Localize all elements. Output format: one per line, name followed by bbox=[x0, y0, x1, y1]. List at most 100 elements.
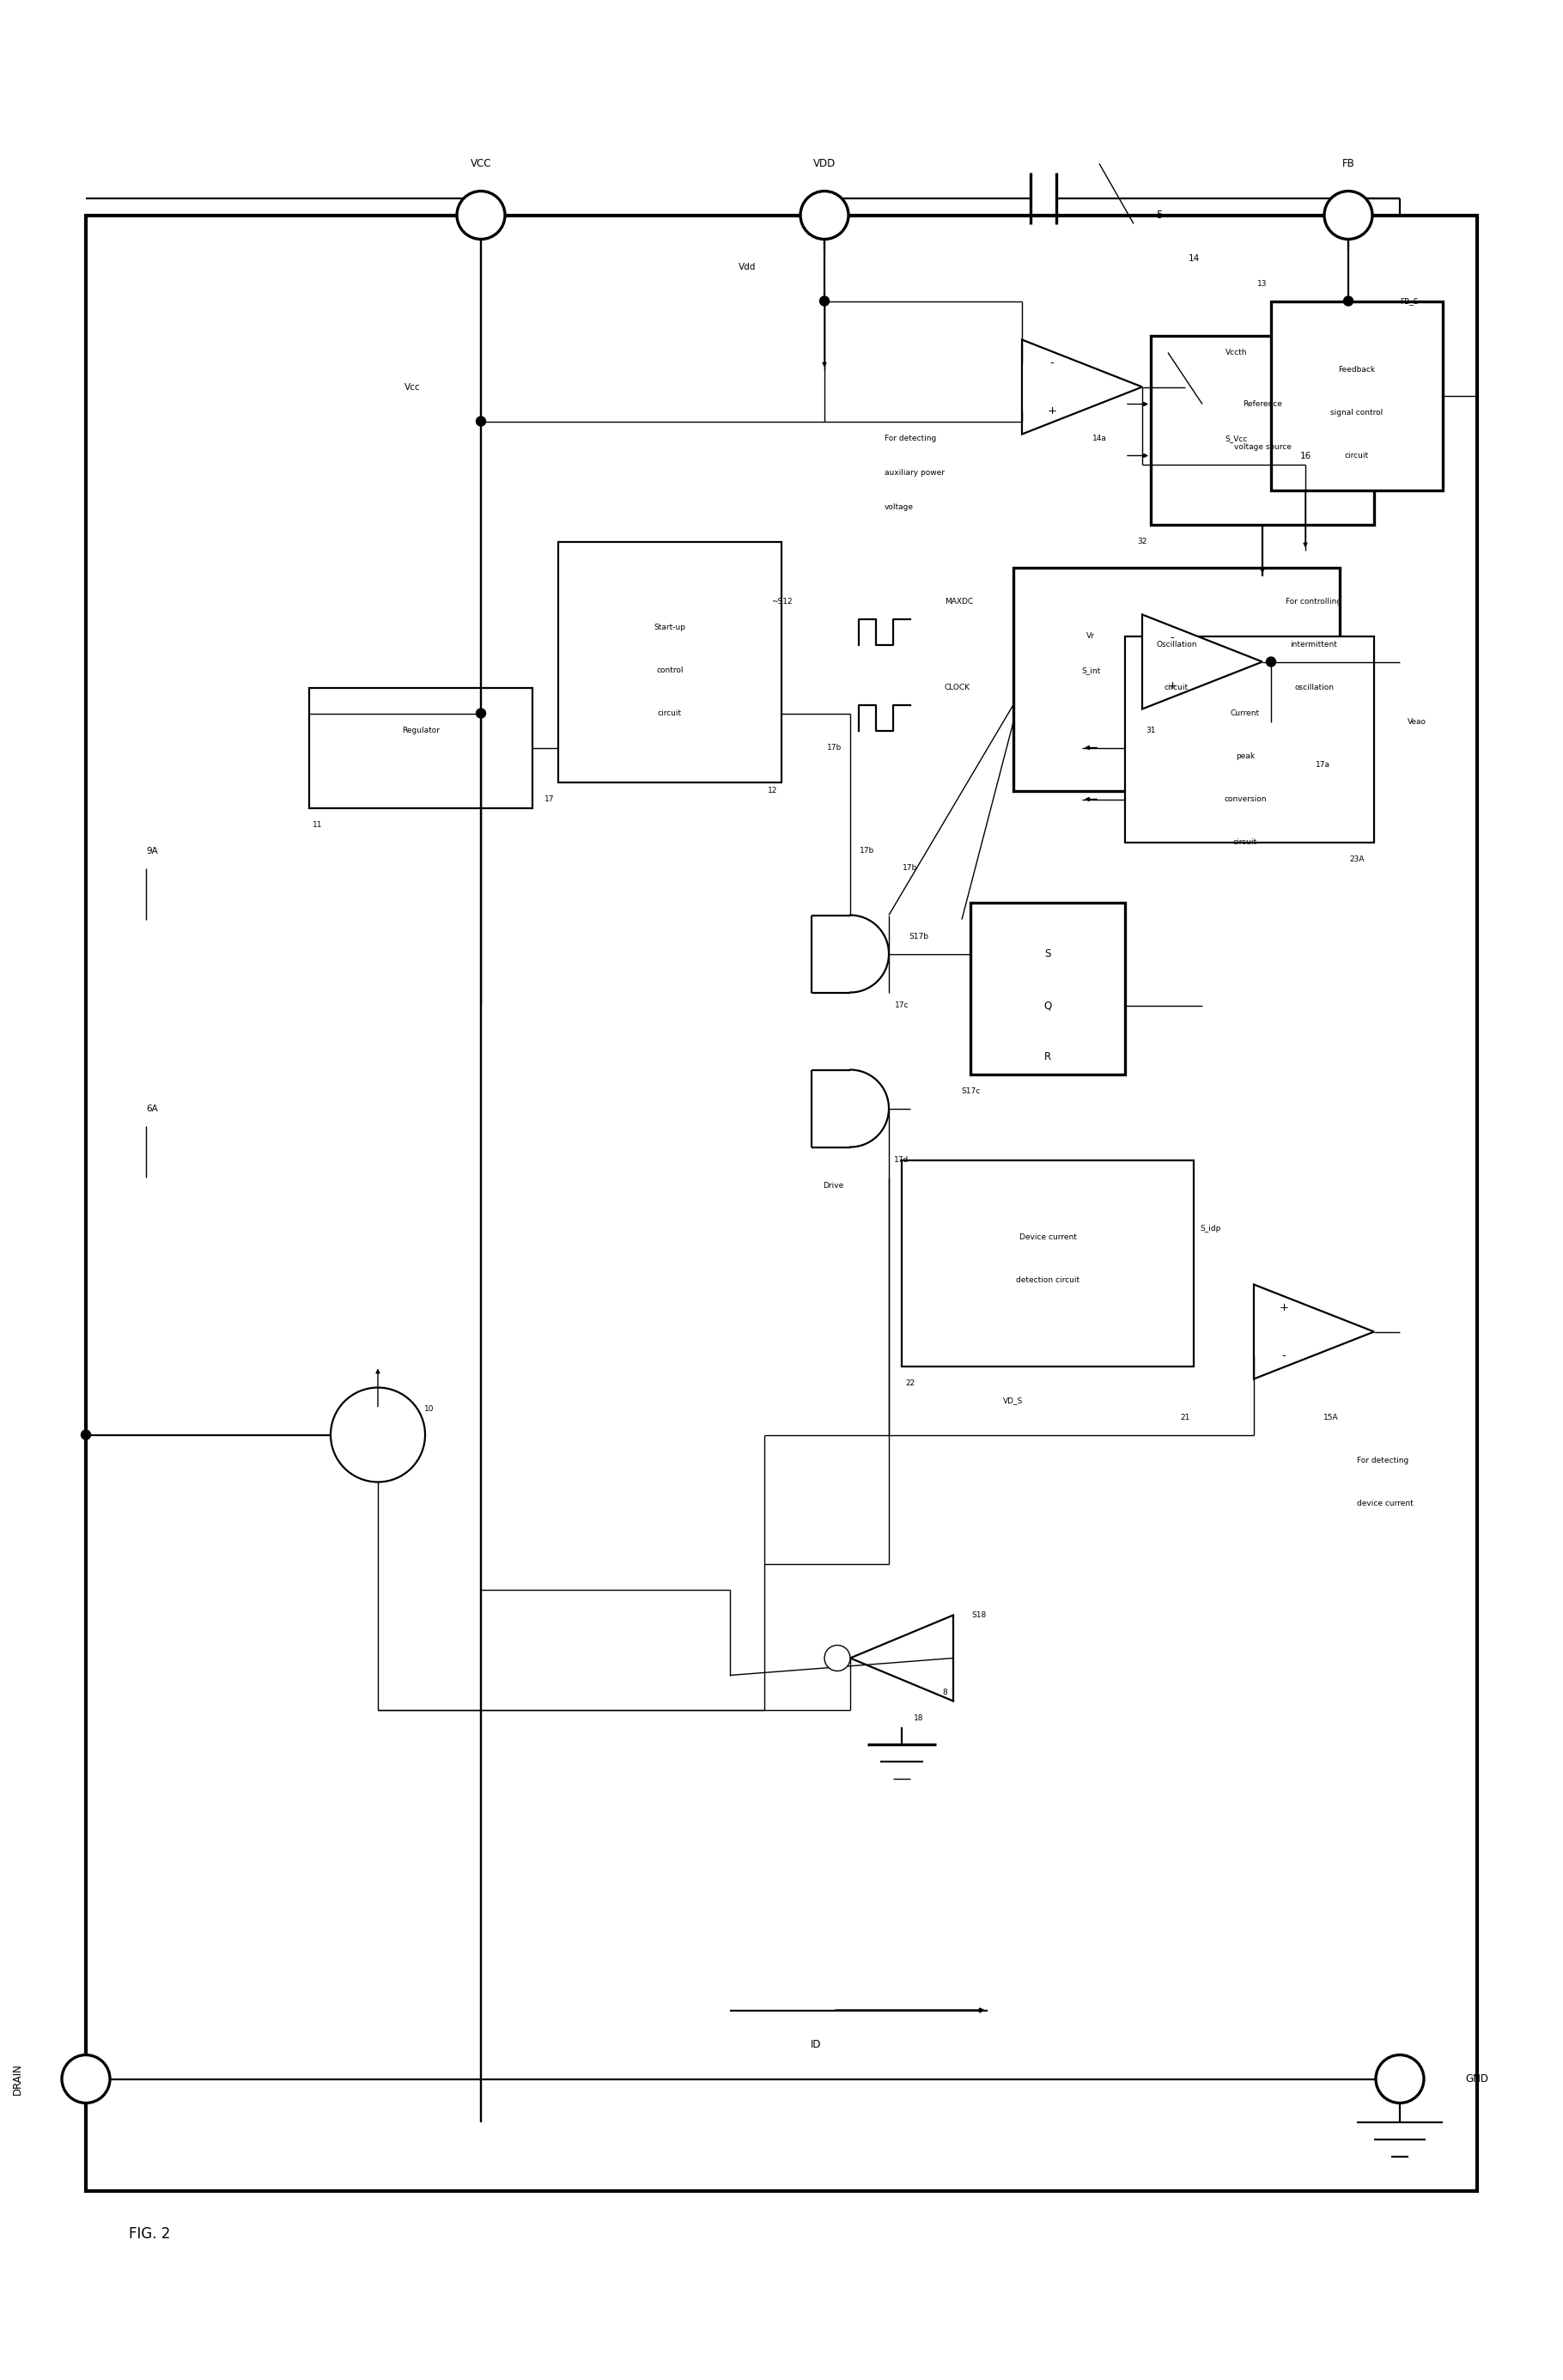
Text: 22: 22 bbox=[905, 1380, 916, 1388]
Text: 31: 31 bbox=[1146, 726, 1155, 735]
Polygon shape bbox=[1022, 340, 1143, 433]
Text: 8: 8 bbox=[942, 1687, 947, 1697]
Text: Oscillation: Oscillation bbox=[1157, 640, 1197, 647]
Bar bbox=[764, 240, 1236, 550]
Bar bbox=[1099, 543, 1477, 892]
Text: S18: S18 bbox=[972, 1611, 986, 1618]
Bar bbox=[1150, 336, 1374, 524]
Text: Vccth: Vccth bbox=[1225, 350, 1247, 357]
Text: VDD: VDD bbox=[813, 157, 836, 169]
Text: VCC: VCC bbox=[470, 157, 491, 169]
Text: Q: Q bbox=[1044, 1000, 1052, 1012]
Text: 16: 16 bbox=[1300, 452, 1311, 459]
Text: 12: 12 bbox=[767, 788, 778, 795]
Bar bbox=[103, 233, 1460, 2173]
Polygon shape bbox=[1254, 1285, 1374, 1378]
Text: S_Vcc: S_Vcc bbox=[1225, 436, 1247, 443]
Text: -: - bbox=[1050, 357, 1053, 369]
Bar bbox=[902, 1159, 1194, 1366]
Text: Reference: Reference bbox=[1243, 400, 1282, 407]
Bar bbox=[258, 250, 1477, 1795]
Bar bbox=[86, 214, 1477, 2190]
Text: -: - bbox=[1282, 1349, 1286, 1361]
Text: R: R bbox=[1044, 1052, 1052, 1061]
Text: Device current: Device current bbox=[1019, 1233, 1077, 1240]
Text: CLOCK: CLOCK bbox=[944, 683, 971, 693]
Text: ID: ID bbox=[811, 2040, 821, 2049]
Text: Veao: Veao bbox=[1408, 719, 1427, 726]
Bar bbox=[1125, 635, 1374, 843]
Text: For controlling: For controlling bbox=[1286, 597, 1343, 605]
Text: voltage source: voltage source bbox=[1233, 443, 1291, 450]
Text: signal control: signal control bbox=[1330, 409, 1383, 416]
Bar bbox=[764, 919, 1477, 1435]
Text: Regulator: Regulator bbox=[402, 726, 439, 735]
Text: FIG. 2: FIG. 2 bbox=[128, 2225, 170, 2242]
Polygon shape bbox=[1143, 614, 1263, 709]
Bar bbox=[764, 240, 1408, 902]
Circle shape bbox=[477, 416, 486, 426]
Text: S17b: S17b bbox=[910, 933, 928, 940]
Text: For detecting: For detecting bbox=[1357, 1457, 1408, 1464]
Text: 14a: 14a bbox=[1093, 436, 1107, 443]
Text: 13: 13 bbox=[1258, 281, 1268, 288]
Text: FB: FB bbox=[1343, 157, 1355, 169]
Text: DRAIN: DRAIN bbox=[11, 2063, 23, 2094]
Bar bbox=[533, 240, 782, 902]
Text: Vdd: Vdd bbox=[738, 262, 756, 271]
Text: Feedback: Feedback bbox=[1338, 367, 1375, 374]
Text: 11: 11 bbox=[313, 821, 322, 828]
Bar bbox=[1013, 566, 1339, 790]
Circle shape bbox=[1344, 298, 1354, 305]
Circle shape bbox=[1375, 2054, 1424, 2104]
Circle shape bbox=[81, 1430, 91, 1440]
Circle shape bbox=[1266, 657, 1275, 666]
Bar bbox=[558, 543, 782, 783]
Circle shape bbox=[824, 1645, 850, 1671]
Text: S: S bbox=[1044, 947, 1050, 959]
Text: circuit: circuit bbox=[1344, 452, 1369, 459]
Text: 10: 10 bbox=[425, 1404, 435, 1414]
Text: conversion: conversion bbox=[1224, 795, 1266, 802]
Text: 17a: 17a bbox=[1314, 762, 1330, 769]
Bar bbox=[1271, 300, 1443, 490]
Bar bbox=[1099, 283, 1477, 550]
Text: Start-up: Start-up bbox=[653, 624, 686, 631]
Text: 9A: 9A bbox=[145, 847, 158, 854]
Text: 14: 14 bbox=[1188, 255, 1199, 262]
Text: 17c: 17c bbox=[894, 1002, 908, 1009]
Text: 23A: 23A bbox=[1349, 854, 1364, 864]
Text: 15A: 15A bbox=[1324, 1414, 1338, 1421]
Text: FB_S: FB_S bbox=[1400, 298, 1418, 305]
Polygon shape bbox=[850, 1616, 953, 1702]
Text: control: control bbox=[656, 666, 683, 674]
Text: oscillation: oscillation bbox=[1294, 683, 1333, 693]
Text: Vr: Vr bbox=[1086, 633, 1096, 640]
Text: 18: 18 bbox=[914, 1714, 924, 1723]
Text: For detecting: For detecting bbox=[885, 436, 936, 443]
Text: circuit: circuit bbox=[1233, 838, 1257, 845]
Text: Drive: Drive bbox=[822, 1183, 844, 1190]
Circle shape bbox=[819, 298, 828, 305]
Circle shape bbox=[1324, 190, 1372, 240]
Text: ~S12: ~S12 bbox=[771, 597, 792, 605]
Circle shape bbox=[477, 709, 486, 719]
Text: Vcc: Vcc bbox=[405, 383, 420, 390]
Text: 32: 32 bbox=[1138, 538, 1147, 545]
Text: peak: peak bbox=[1236, 752, 1255, 759]
Text: S_int: S_int bbox=[1082, 666, 1100, 674]
Text: circuit: circuit bbox=[1164, 683, 1188, 693]
Text: 17b: 17b bbox=[827, 745, 841, 752]
Circle shape bbox=[63, 2054, 109, 2104]
Text: circuit: circuit bbox=[658, 709, 681, 716]
Text: 17d: 17d bbox=[894, 1157, 910, 1164]
Text: +: + bbox=[1047, 405, 1057, 416]
Text: 5: 5 bbox=[1157, 209, 1163, 221]
Text: device current: device current bbox=[1357, 1499, 1413, 1507]
Circle shape bbox=[800, 190, 849, 240]
Circle shape bbox=[456, 190, 505, 240]
Text: Current: Current bbox=[1230, 709, 1260, 716]
Text: +: + bbox=[1279, 1302, 1288, 1314]
Text: 17b: 17b bbox=[903, 864, 917, 871]
Bar bbox=[971, 902, 1125, 1073]
